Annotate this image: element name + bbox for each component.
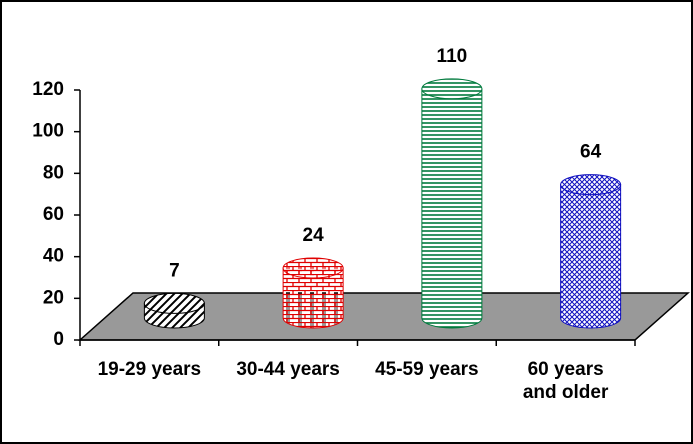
y-tick-label: 100	[32, 121, 64, 142]
y-tick-label: 80	[43, 162, 64, 183]
value-label: 110	[437, 46, 468, 67]
y-tick-label: 20	[43, 287, 64, 308]
value-label: 24	[303, 225, 325, 246]
x-tick-label: 30-44 years	[236, 359, 340, 380]
y-tick-label: 120	[32, 79, 64, 100]
x-tick-label: 45-59 years	[375, 359, 479, 380]
y-tick-label: 60	[43, 204, 64, 225]
bar	[282, 257, 344, 329]
x-tick-label: 60 years and older	[522, 359, 609, 403]
value-label: 7	[169, 260, 180, 281]
y-tick-label: 0	[53, 329, 64, 350]
bar	[560, 174, 622, 329]
x-tick-label: 19-29 years	[97, 359, 202, 380]
bar	[421, 78, 483, 329]
y-tick-label: 40	[43, 246, 64, 267]
value-label: 64	[580, 142, 602, 163]
bar	[143, 292, 205, 329]
